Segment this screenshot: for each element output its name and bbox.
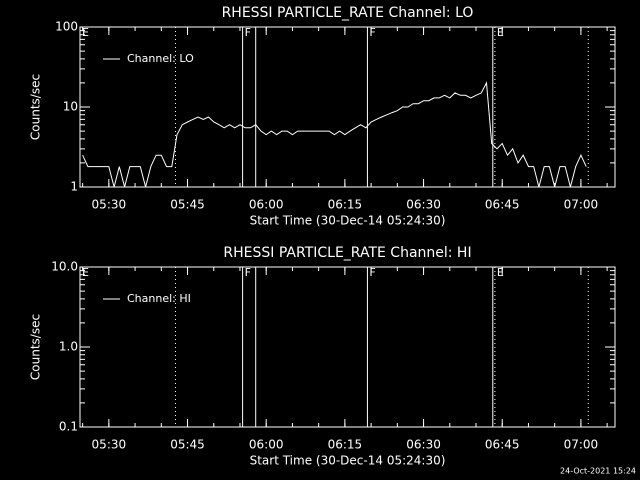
flag-label: E: [497, 26, 504, 39]
x-tick-label: 06:30: [406, 438, 441, 452]
x-axis-label: Start Time (30-Dec-14 05:24:30): [250, 454, 446, 468]
x-tick-label: 06:00: [249, 198, 284, 212]
legend-label: Channel: HI: [127, 292, 191, 305]
flag-label: F: [369, 26, 375, 39]
y-tick-label: 10.0: [51, 260, 78, 274]
data-line: [82, 81, 587, 188]
plot-frame: [79, 26, 616, 188]
flag-label: F: [369, 266, 375, 279]
y-tick-label: 1: [70, 180, 78, 194]
flag-label: F: [245, 26, 251, 39]
plot-frame: [79, 266, 616, 428]
x-tick-label: 07:00: [564, 198, 599, 212]
x-axis-label: Start Time (30-Dec-14 05:24:30): [250, 214, 446, 228]
x-tick-label: 06:15: [328, 198, 363, 212]
flag-label: E: [82, 266, 89, 279]
x-tick-label: 07:00: [564, 438, 599, 452]
x-tick-label: 05:30: [92, 198, 127, 212]
y-tick-label: 10: [63, 100, 78, 114]
x-tick-label: 05:45: [170, 198, 205, 212]
flag-label: E: [82, 26, 89, 39]
x-tick-label: 06:45: [485, 198, 520, 212]
flag-label: E: [497, 266, 504, 279]
y-tick-label: 0.1: [59, 420, 78, 434]
footer: 24-Oct-2021 15:24: [560, 467, 636, 476]
y-axis-label: Counts/sec: [29, 314, 43, 380]
x-tick-label: 05:30: [92, 438, 127, 452]
chart-title: RHESSI PARTICLE_RATE Channel: LO: [222, 5, 474, 21]
chart-title: RHESSI PARTICLE_RATE Channel: HI: [223, 245, 471, 261]
x-tick-label: 05:45: [170, 438, 205, 452]
y-tick-label: 1.0: [59, 340, 78, 354]
y-tick-label: 100: [55, 20, 78, 34]
x-tick-label: 06:30: [406, 198, 441, 212]
legend-label: Channel: LO: [127, 52, 194, 65]
x-tick-label: 06:00: [249, 438, 284, 452]
x-tick-label: 06:45: [485, 438, 520, 452]
y-axis-label: Counts/sec: [29, 74, 43, 140]
flag-label: F: [245, 266, 251, 279]
x-tick-label: 06:15: [328, 438, 363, 452]
